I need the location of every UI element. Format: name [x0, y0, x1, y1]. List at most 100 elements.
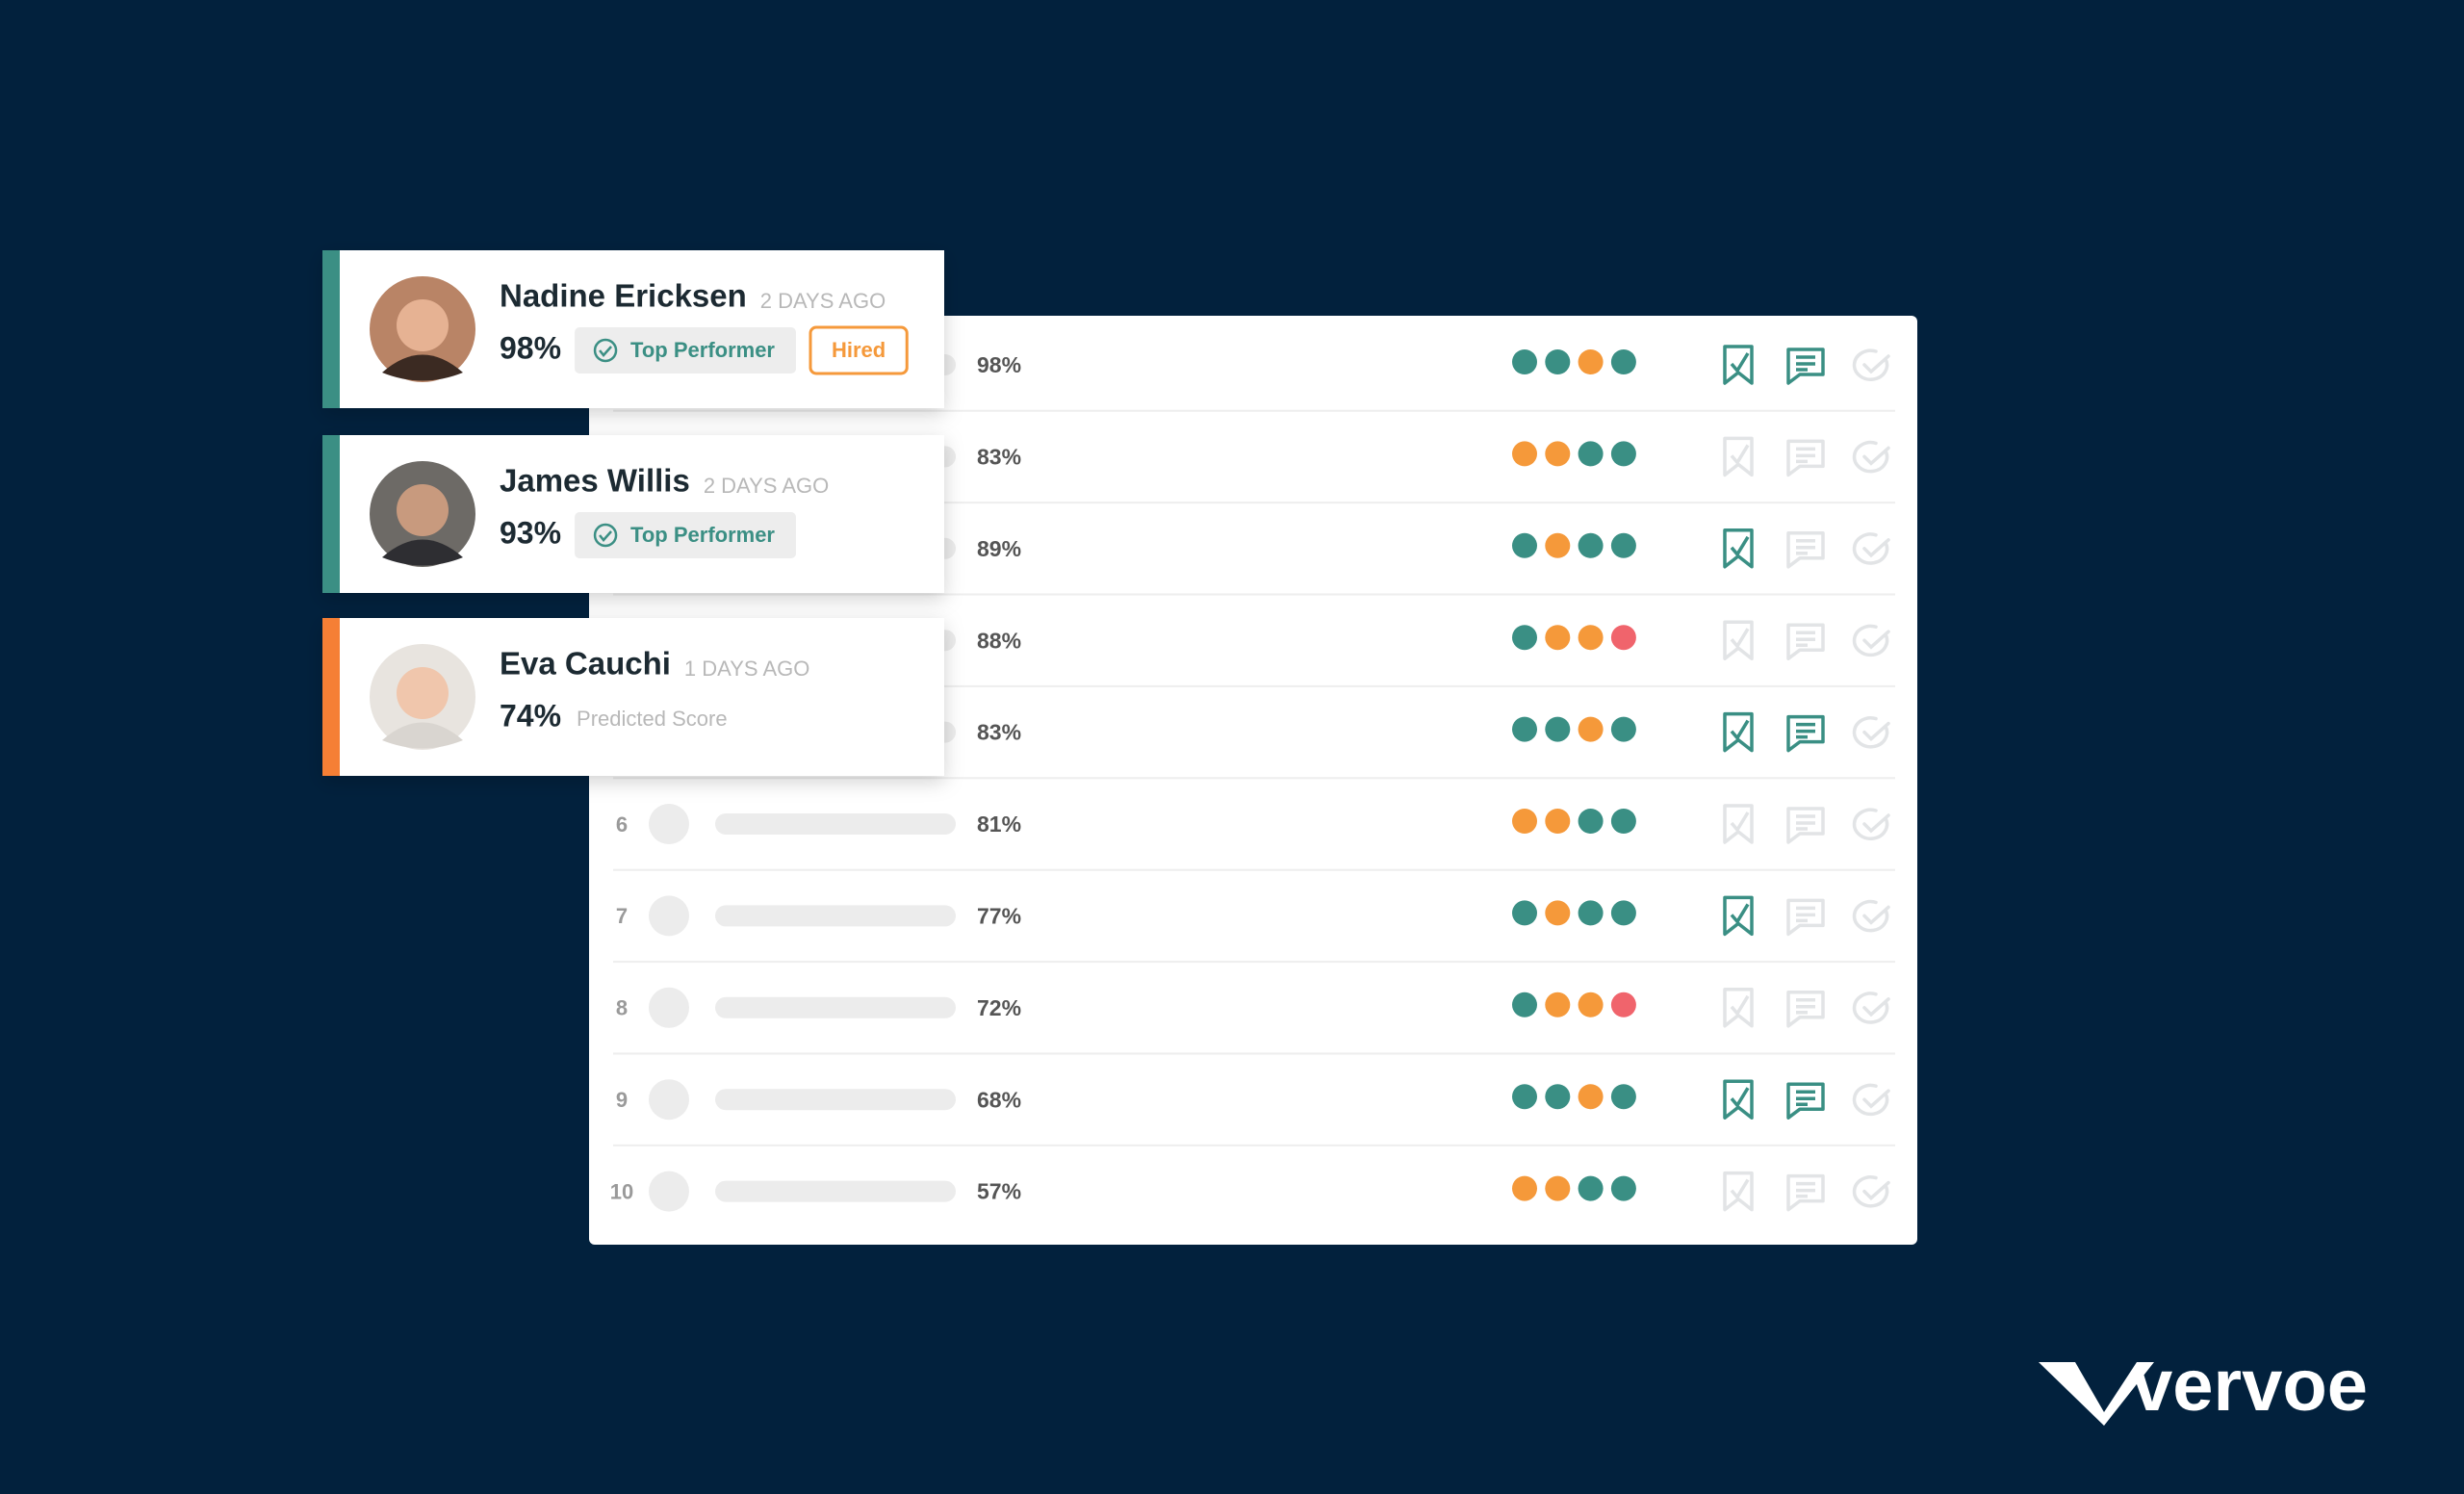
rating-dot: [1545, 532, 1571, 558]
rating-dot: [1545, 992, 1571, 1017]
rating-dot: [1578, 441, 1604, 467]
rating-dot: [1578, 625, 1604, 651]
comment-icon: [1786, 991, 1825, 1028]
rating-dot: [1512, 992, 1537, 1017]
candidate-name: James Willis: [500, 463, 690, 499]
comment-icon: [1786, 898, 1825, 937]
tag-icon: [593, 523, 618, 548]
candidate-card: Nadine Ericksen 2 DAYS AGO 98% Top Performe…: [322, 250, 944, 408]
rating-dot: [1512, 809, 1537, 834]
submitted-time: 2 DAYS AGO: [704, 474, 829, 498]
name-placeholder: [715, 996, 956, 1018]
candidate-name: Eva Cauchi: [500, 646, 671, 682]
comment-icon: [1786, 1082, 1825, 1120]
avatar-body: [382, 539, 463, 566]
review-icon: [1852, 532, 1890, 565]
rating-dot: [1545, 349, 1571, 374]
rating-dot: [1578, 1084, 1604, 1110]
rating-dot: [1545, 625, 1571, 651]
rating-dot: [1610, 809, 1636, 834]
rating-dot: [1578, 809, 1604, 834]
review-icon: [1852, 348, 1890, 381]
rating-dot: [1512, 716, 1537, 742]
table-row: 10 57%: [610, 1144, 1895, 1212]
avatar-placeholder: [649, 1171, 689, 1212]
name-placeholder: [715, 1180, 956, 1202]
rank: 8: [616, 996, 628, 1020]
avatar-body: [382, 354, 463, 381]
score: 72%: [977, 995, 1021, 1020]
rating-dot: [1610, 441, 1636, 467]
avatar-placeholder: [649, 987, 689, 1028]
rank: 7: [616, 904, 628, 928]
avatar-face: [397, 667, 449, 719]
rank: 9: [616, 1088, 628, 1112]
tag-label: Top Performer: [630, 338, 775, 362]
status-label: Hired: [832, 338, 886, 362]
candidate-name: Nadine Ericksen: [500, 278, 747, 314]
rating-dot: [1512, 349, 1537, 374]
score: 81%: [977, 811, 1021, 837]
tag-badge: [575, 512, 796, 558]
table-row: 7 77%: [613, 868, 1895, 937]
candidate-cards: Nadine Ericksen 2 DAYS AGO 98% Top Performe…: [322, 250, 944, 776]
rating-dot: [1545, 1084, 1571, 1110]
shortlist-icon: [1723, 804, 1754, 844]
logo-mark: [2039, 1362, 2154, 1426]
rating-dot: [1610, 532, 1636, 558]
avatar-face: [397, 484, 449, 536]
candidate-score: 74%: [500, 698, 561, 733]
comment-icon: [1786, 1173, 1825, 1212]
comment-icon: [1786, 348, 1825, 385]
rank: 10: [610, 1179, 633, 1203]
rating-dot: [1512, 532, 1537, 558]
shortlist-icon: [1723, 528, 1754, 569]
card-accent: [322, 435, 340, 593]
score: 83%: [977, 720, 1021, 745]
score: 83%: [977, 444, 1021, 469]
review-icon: [1852, 899, 1890, 933]
submitted-time: 1 DAYS AGO: [684, 657, 809, 681]
rating-dot: [1578, 716, 1604, 742]
name-placeholder: [715, 905, 956, 927]
shortlist-icon: [1723, 620, 1754, 660]
comment-icon: [1786, 531, 1825, 569]
candidate-card: Eva Cauchi 1 DAYS AGO 74% Predicted Score: [322, 618, 944, 776]
comment-icon: [1786, 714, 1825, 753]
status-badge: [808, 325, 909, 375]
rating-dot: [1545, 441, 1571, 467]
candidate-card: James Willis 2 DAYS AGO 93% Top Performer: [322, 435, 944, 593]
table-row: 9 68%: [613, 1052, 1895, 1120]
rating-dot: [1578, 349, 1604, 374]
candidate-score: 98%: [500, 330, 561, 365]
review-icon: [1852, 624, 1890, 657]
review-icon: [1852, 1175, 1890, 1208]
review-icon: [1852, 716, 1890, 749]
review-icon: [1852, 1083, 1890, 1117]
rating-dot: [1512, 625, 1537, 651]
avatar-face: [397, 299, 449, 351]
shortlist-icon: [1723, 711, 1754, 753]
comment-icon: [1786, 807, 1825, 844]
rating-dot: [1512, 441, 1537, 467]
avatar-body: [382, 722, 463, 749]
rank: 6: [616, 812, 628, 837]
rating-dot: [1610, 625, 1636, 651]
tag-icon: [593, 338, 618, 363]
comment-icon: [1786, 439, 1825, 477]
name-placeholder: [715, 1089, 956, 1111]
rating-dot: [1578, 1175, 1604, 1201]
shortlist-icon: [1723, 436, 1754, 477]
avatar-placeholder: [649, 1079, 689, 1120]
score: 77%: [977, 903, 1021, 928]
shortlist-icon: [1723, 1079, 1754, 1120]
rating-dot: [1610, 1175, 1636, 1201]
tag-badge: [575, 327, 796, 374]
rating-dot: [1545, 716, 1571, 742]
rating-dot: [1610, 900, 1636, 926]
shortlist-icon: [1723, 895, 1754, 937]
candidate-score: 93%: [500, 515, 561, 550]
rating-dot: [1610, 349, 1636, 374]
name-placeholder: [715, 813, 956, 835]
